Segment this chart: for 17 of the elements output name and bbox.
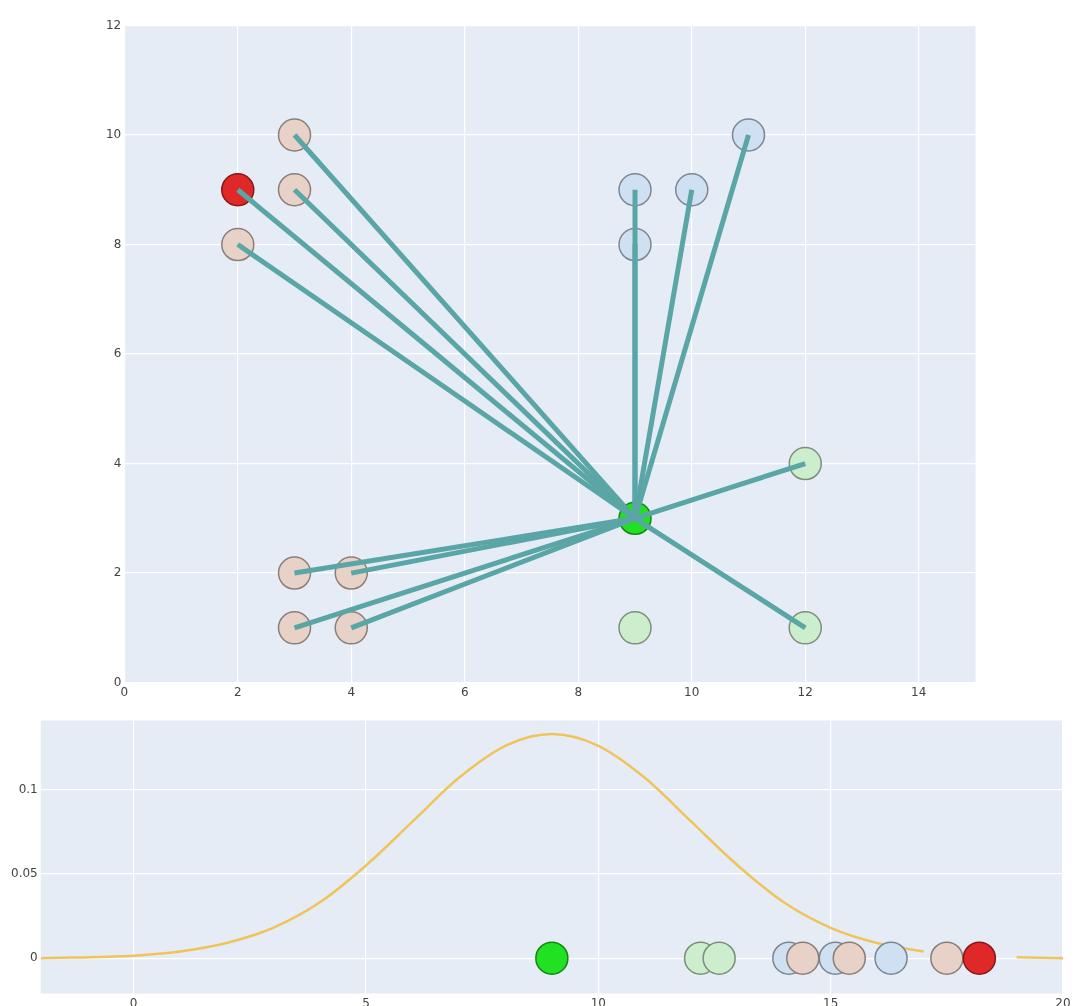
y-tick-label: 2 (113, 565, 122, 580)
y-tick-label: 4 (113, 455, 122, 470)
y-tick-label: 12 (105, 17, 122, 32)
x-tick-label: 4 (347, 684, 356, 699)
x-tick-label: 2 (233, 684, 242, 699)
x-tick-label: 10 (684, 684, 700, 699)
y-tick-label: 10 (105, 127, 122, 142)
y-tick-label: 0.1 (18, 781, 38, 796)
x-tick-label: 6 (460, 684, 469, 699)
y-tick-label: 8 (113, 236, 122, 251)
x-tick-label: 14 (911, 684, 927, 699)
y-tick-label: 0.05 (11, 866, 38, 881)
y-tick-label: 0 (113, 674, 122, 689)
y-tick-label: 0 (30, 950, 38, 965)
y-tick-label: 6 (113, 346, 122, 361)
x-tick-label: 12 (797, 684, 813, 699)
x-tick-label: 8 (574, 684, 583, 699)
